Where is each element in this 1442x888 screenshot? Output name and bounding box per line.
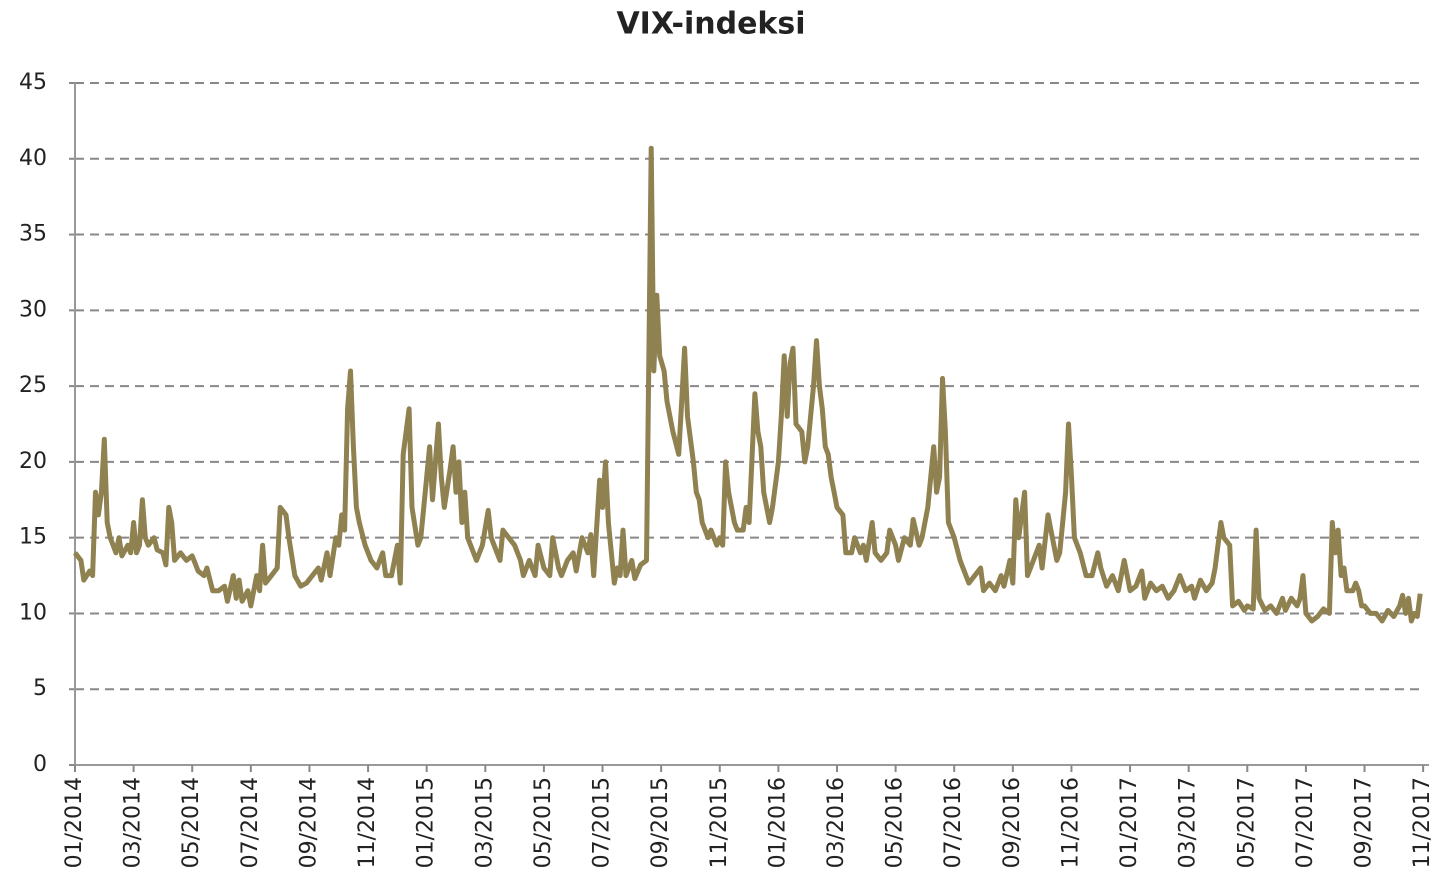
x-tick-label: 07/2016: [941, 777, 966, 868]
y-tick-label: 30: [19, 297, 47, 322]
x-tick-label: 11/2014: [355, 777, 380, 868]
x-tick-label: 09/2014: [296, 777, 321, 868]
y-tick-label: 35: [19, 222, 47, 247]
x-tick-label: 07/2014: [238, 777, 263, 868]
x-tick-label: 11/2016: [1058, 777, 1083, 868]
y-tick-label: 15: [19, 525, 47, 550]
y-tick-label: 40: [19, 146, 47, 171]
x-tick-label: 11/2017: [1410, 777, 1435, 868]
x-tick-label: 05/2017: [1234, 777, 1259, 868]
x-tick-label: 07/2015: [590, 777, 615, 868]
chart-title: VIX-indeksi: [616, 7, 805, 42]
y-tick-label: 20: [19, 449, 47, 474]
x-tick-label: 03/2017: [1176, 777, 1201, 868]
y-tick-label: 5: [33, 676, 47, 701]
x-tick-label: 03/2016: [824, 777, 849, 868]
x-tick-label: 03/2015: [472, 777, 497, 868]
y-tick-label: 10: [19, 600, 47, 625]
y-tick-label: 0: [33, 752, 47, 777]
x-tick-label: 05/2014: [179, 777, 204, 868]
y-tick-label: 25: [19, 373, 47, 398]
line-series: [73, 145, 1423, 624]
x-tick-label: 01/2017: [1117, 777, 1142, 868]
x-tick-label: 11/2015: [707, 777, 732, 868]
x-tick-label: 07/2017: [1293, 777, 1318, 868]
x-tick-label: 01/2015: [414, 777, 439, 868]
y-tick-label: 45: [19, 70, 47, 95]
x-tick-label: 09/2016: [1000, 777, 1025, 868]
x-tick-label: 01/2014: [62, 777, 87, 868]
x-tick-label: 09/2017: [1352, 777, 1377, 868]
x-tick-label: 05/2016: [883, 777, 908, 868]
x-tick-label: 03/2014: [121, 777, 146, 868]
x-tick-label: 09/2015: [648, 777, 673, 868]
x-tick-label: 01/2016: [765, 777, 790, 868]
x-tick-label: 05/2015: [531, 777, 556, 868]
